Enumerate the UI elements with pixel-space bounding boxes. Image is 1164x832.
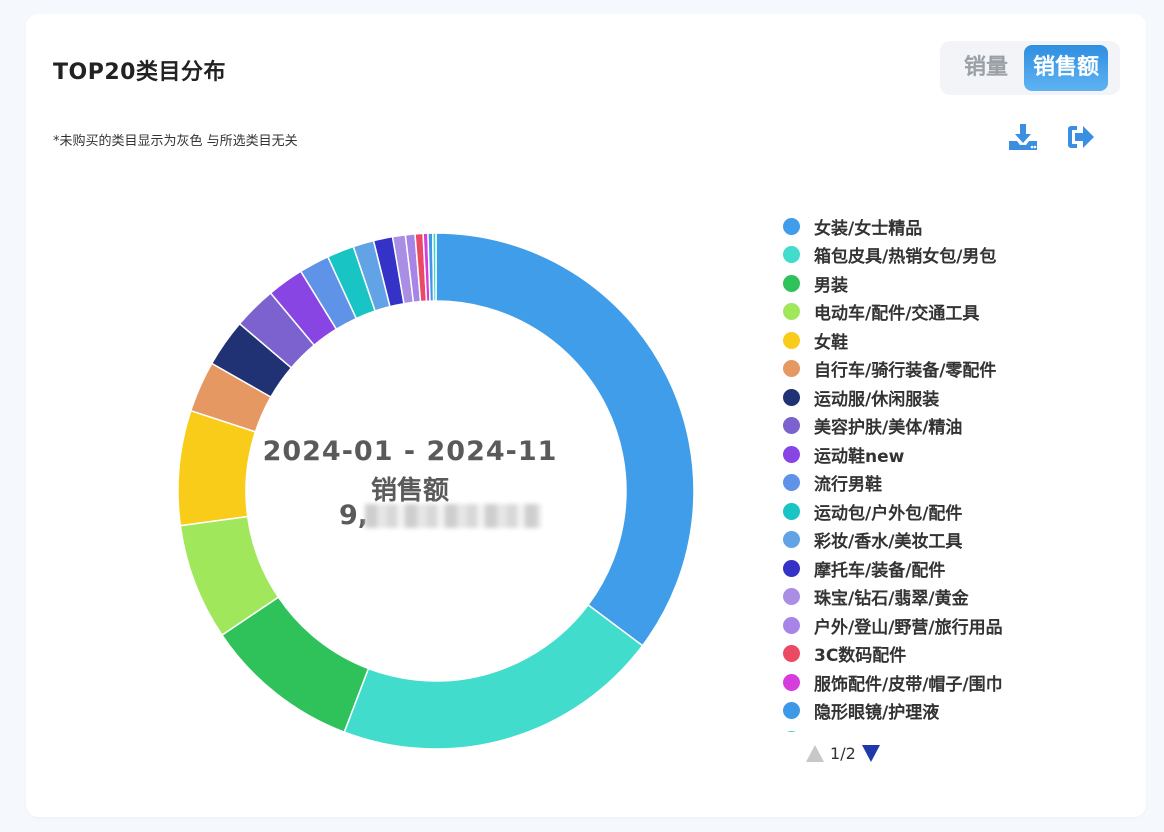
legend-item[interactable]: 隐形眼镜/护理液 — [783, 697, 939, 725]
pager-up-icon[interactable] — [806, 744, 824, 762]
legend-color-marker — [783, 274, 800, 292]
legend-color-marker — [783, 303, 800, 320]
legend-item[interactable]: 箱包皮具/热销女包/男包 — [783, 241, 996, 269]
legend-label: 美容护肤/美体/精油 — [814, 418, 963, 438]
legend-color-marker — [783, 331, 800, 349]
donut-slice[interactable] — [343, 603, 644, 750]
legend-item[interactable]: 运动包/户外包/配件 — [783, 497, 962, 525]
toggle-sales-amount[interactable]: 销售额 — [1024, 45, 1108, 91]
donut-slice[interactable] — [435, 232, 695, 647]
legend-color-marker — [783, 360, 800, 377]
legend-color-marker — [783, 246, 800, 263]
legend-label: 户外/登山/野营/旅行用品 — [814, 617, 1003, 638]
legend-item[interactable]: 服饰配件/皮带/帽子/围巾 — [783, 668, 1003, 696]
legend-color-marker — [783, 417, 800, 434]
legend-label: 女装/女士精品 — [814, 218, 923, 239]
legend-item[interactable]: 电动车/配件/交通工具 — [783, 298, 979, 326]
legend-label: 隐形眼镜/护理液 — [814, 703, 940, 723]
legend-color-marker — [783, 559, 800, 577]
center-date-range: 2024-01 - 2024-11 — [262, 436, 558, 467]
donut-slice[interactable] — [432, 232, 437, 302]
pager-down-icon[interactable] — [861, 744, 880, 762]
legend-item[interactable]: 户外/登山/野营/旅行用品 — [783, 611, 1003, 639]
legend-label: 摩托车/装备/配件 — [814, 560, 946, 581]
legend-label: 男装 — [814, 275, 848, 296]
toggle-sales-volume[interactable]: 销量 — [963, 55, 1008, 80]
legend-label: 箱包皮具/热销女包/男包 — [814, 247, 997, 267]
chart-legend: 女装/女士精品箱包皮具/热销女包/男包 男装电动车/配件/交通工具 女鞋自行车/骑行… — [783, 202, 1083, 732]
legend-color-marker — [783, 217, 800, 235]
legend-label: 自行车/骑行装备/零配件 — [814, 361, 997, 381]
legend-color-marker — [783, 645, 800, 662]
legend-color-marker — [783, 502, 800, 520]
legend-label: 3C数码配件 — [814, 646, 907, 666]
center-metric-label: 销售额 — [370, 476, 449, 506]
legend-label: 电动车/配件/交通工具 — [814, 304, 980, 324]
legend-color-marker — [783, 673, 800, 691]
legend-label: 女鞋 — [814, 332, 848, 353]
metric-toggle: 销量 销售额 — [940, 41, 1120, 95]
legend-item[interactable]: 运动鞋new — [783, 440, 904, 468]
legend-label: 服饰配件/皮带/帽子/围巾 — [814, 674, 1003, 695]
legend-item[interactable]: 珠宝/钻石/翡翠/黄金 — [783, 583, 969, 611]
legend-item[interactable]: 流行男鞋 — [783, 469, 882, 497]
legend-item[interactable]: 美容护肤/美体/精油 — [783, 412, 962, 440]
legend-color-marker — [783, 616, 800, 634]
legend-color-marker — [783, 531, 800, 548]
pager-total: 2 — [845, 743, 856, 763]
legend-color-marker — [783, 474, 800, 491]
legend-item[interactable]: 自行车/骑行装备/零配件 — [783, 355, 996, 383]
redacted-total-value — [365, 504, 541, 528]
center-total-value: 9, — [339, 500, 369, 531]
legend-label: 流行男鞋 — [814, 475, 882, 495]
legend-color-marker — [783, 445, 800, 463]
legend-label: 运动鞋new — [814, 446, 905, 467]
legend-color-marker — [783, 730, 800, 732]
legend-item[interactable]: 男装 — [783, 269, 848, 297]
legend-color-marker — [783, 588, 800, 605]
legend-item[interactable]: 女鞋 — [783, 326, 848, 354]
legend-label: 运动包/户外包/配件 — [814, 503, 963, 524]
legend-pager: 1 / 2 — [806, 741, 880, 765]
legend-label: 珠宝/钻石/翡翠/黄金 — [814, 589, 969, 609]
legend-label: 运动服/休闲服装 — [814, 389, 940, 410]
legend-label: 彩妆/香水/美妆工具 — [814, 532, 963, 552]
legend-item[interactable]: 女装/女士精品 — [783, 212, 922, 240]
legend-item[interactable]: 彩妆/香水/美妆工具 — [783, 526, 962, 554]
legend-label: 饰品/流行首饰/时尚饰品新 — [814, 727, 1013, 733]
download-icon[interactable] — [1006, 120, 1040, 154]
legend-item[interactable]: 运动服/休闲服装 — [783, 383, 939, 411]
exit-icon[interactable] — [1064, 120, 1098, 154]
legend-item[interactable]: 摩托车/装备/配件 — [783, 554, 945, 582]
pager-current: 1 — [830, 743, 841, 763]
legend-item[interactable]: 饰品/流行首饰/时尚饰品新 — [783, 725, 1013, 732]
legend-color-marker — [783, 702, 800, 719]
legend-item[interactable]: 3C数码配件 — [783, 640, 906, 668]
pager-separator: / — [840, 743, 846, 763]
gray-category-note: *未购买的类目显示为灰色 与所选类目无关 — [53, 134, 298, 149]
legend-color-marker — [783, 388, 800, 406]
page-title: TOP20类目分布 — [53, 60, 226, 85]
